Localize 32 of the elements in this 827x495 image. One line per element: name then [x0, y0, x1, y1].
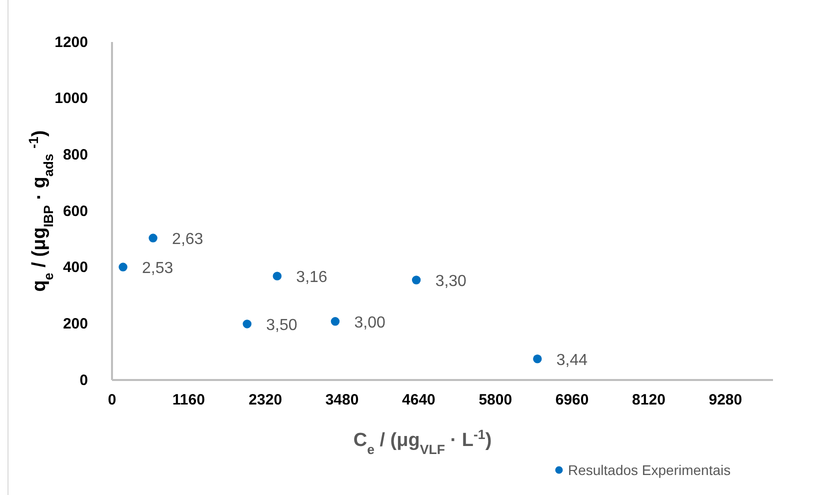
x-tick-label: 9280 — [708, 392, 742, 409]
x-tick-label: 1160 — [172, 392, 205, 409]
y-tick-label: 1200 — [54, 34, 88, 51]
annotation: 3,44 — [556, 352, 588, 369]
point — [118, 262, 128, 272]
annotation: 2,53 — [142, 260, 174, 278]
annotation: 3,00 — [354, 314, 386, 332]
x-axis-title: C$_{e}$ / (μg$_{VLF}$ · L$^{-1}$) — [353, 426, 492, 456]
annotation: 3,50 — [266, 316, 298, 334]
annotation: 3,30 — [435, 273, 467, 290]
annotation: 2,63 — [172, 231, 204, 248]
point — [242, 320, 252, 328]
x-tick-label: 5800 — [478, 392, 512, 409]
y-tick-label: 200 — [62, 315, 88, 332]
x-tick-label: 8120 — [632, 392, 666, 409]
y-tick-label: 0 — [80, 372, 88, 389]
point — [412, 276, 421, 284]
point — [148, 234, 158, 242]
x-tick-label: 2320 — [248, 392, 282, 409]
y-tick-label: 400 — [62, 259, 88, 276]
y-tick-label: 800 — [62, 146, 88, 164]
point — [272, 272, 282, 280]
legend-label: Resultados Experimentais — [568, 462, 731, 478]
annotation: 3,16 — [296, 269, 328, 286]
x-tick-label: 4640 — [402, 392, 436, 409]
y-tick-label: 1000 — [54, 90, 88, 108]
point — [533, 354, 542, 364]
x-tick-label: 0 — [108, 392, 116, 409]
x-tick-label: 6960 — [555, 392, 589, 409]
point — [330, 317, 340, 326]
y-tick-label: 600 — [62, 202, 88, 220]
x-tick-label: 3480 — [325, 392, 359, 409]
